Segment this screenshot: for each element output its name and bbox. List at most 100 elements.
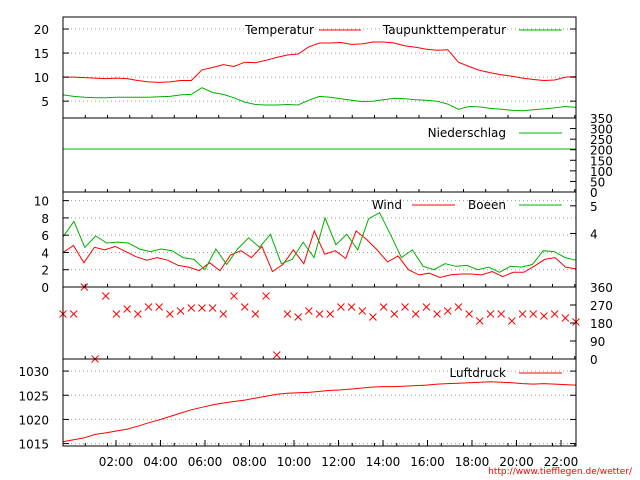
direction-point: [198, 304, 206, 312]
direction-point-stroke: [315, 310, 324, 318]
direction-point-stroke: [219, 310, 228, 318]
precipitation-tick-label: 100: [590, 165, 613, 179]
direction-point: [262, 292, 270, 300]
direction-tick-label: 270: [590, 299, 613, 313]
direction-point: [208, 304, 217, 312]
direction-point-stroke: [379, 303, 388, 311]
direction-point: [358, 307, 367, 315]
direction-point: [315, 310, 324, 318]
x-tick-label: 12:00: [321, 455, 356, 469]
temperature-legend-label: Temperatur: [244, 23, 314, 37]
direction-point: [69, 310, 78, 318]
pressure-series-0: [62, 381, 577, 443]
direction-point-stroke: [550, 310, 559, 318]
direction-point-stroke: [433, 310, 441, 318]
direction-point-stroke: [497, 310, 506, 318]
direction-point: [379, 303, 388, 311]
temperature-tick-label: 15: [34, 47, 49, 61]
direction-point: [112, 310, 121, 318]
direction-point-stroke: [133, 310, 142, 318]
direction-point-stroke: [304, 307, 313, 315]
dewpoint-legend-label: Taupunkttemperatur: [382, 23, 506, 37]
wind-tick-label: 4: [41, 246, 49, 260]
direction-point-stroke: [401, 303, 409, 311]
direction-point-stroke: [337, 303, 345, 311]
pressure-tick-label: 1025: [18, 389, 49, 403]
precipitation-tick-label: 350: [590, 112, 613, 126]
direction-point-stroke: [529, 310, 538, 318]
wind-legend-label: Wind: [372, 198, 402, 212]
wind-series-1: [62, 212, 577, 273]
direction-point: [155, 303, 164, 311]
precipitation-tick-label: 250: [590, 133, 613, 147]
direction-point-stroke: [486, 310, 495, 318]
direction-point-stroke: [326, 310, 335, 318]
direction-point-stroke: [347, 303, 356, 311]
direction-point: [283, 310, 292, 318]
wind-tick-label: 6: [41, 229, 49, 243]
wind-series-0: [62, 229, 577, 279]
direction-point-stroke: [176, 307, 185, 315]
wind-right-tick-label: 4: [590, 227, 598, 241]
footer-link[interactable]: http://www.tiefflegen.de/wetter/: [488, 467, 632, 477]
direction-point-stroke: [251, 310, 260, 318]
direction-point-stroke: [101, 292, 110, 300]
direction-point: [337, 303, 345, 311]
direction-point-stroke: [166, 310, 174, 318]
direction-point: [304, 307, 313, 315]
wind-tick-label: 8: [41, 212, 49, 226]
x-tick-label: 04:00: [143, 455, 178, 469]
precipitation-tick-label: 200: [590, 144, 613, 158]
precipitation-tick-label: 50: [590, 175, 605, 189]
direction-point: [561, 314, 570, 322]
direction-point-stroke: [465, 310, 473, 318]
direction-tick-label: 360: [590, 281, 613, 295]
direction-point: [272, 351, 281, 359]
precipitation-tick-label: 300: [590, 123, 613, 137]
direction-point-stroke: [540, 312, 548, 320]
direction-point-stroke: [369, 313, 377, 321]
direction-point-stroke: [187, 304, 196, 312]
direction-tick-label: 0: [590, 353, 598, 367]
direction-point-stroke: [411, 310, 420, 318]
x-tick-label: 20:00: [499, 455, 534, 469]
direction-point: [518, 310, 527, 318]
direction-point-stroke: [69, 310, 78, 318]
direction-point-stroke: [390, 310, 399, 318]
direction-point: [219, 310, 228, 318]
x-tick-label: 14:00: [366, 455, 401, 469]
pressure-legend-label: Luftdruck: [449, 366, 506, 380]
direction-point-stroke: [144, 303, 153, 311]
x-tick-label: 18:00: [455, 455, 490, 469]
direction-point: [369, 313, 377, 321]
wind-right-tick-label: 5: [590, 200, 598, 214]
direction-point-stroke: [112, 310, 121, 318]
direction-point-stroke: [230, 292, 238, 300]
direction-point: [101, 292, 110, 300]
direction-point: [550, 310, 559, 318]
direction-point: [529, 310, 538, 318]
temperature-series-0: [63, 41, 577, 83]
wind-tick-label: 0: [41, 281, 49, 295]
direction-point: [390, 310, 399, 318]
direction-point: [123, 305, 131, 313]
direction-point-stroke: [508, 317, 516, 325]
precipitation-legend-label: Niederschlag: [428, 126, 506, 140]
direction-point-stroke: [208, 304, 217, 312]
direction-point: [486, 310, 495, 318]
direction-point: [433, 310, 441, 318]
direction-point-stroke: [454, 303, 463, 311]
pressure-panel-frame: [62, 358, 577, 447]
pressure-tick-label: 1030: [18, 365, 49, 379]
x-tick-label: 02:00: [99, 455, 134, 469]
direction-point-stroke: [294, 313, 302, 321]
direction-point: [166, 310, 174, 318]
precipitation-tick-label: 0: [590, 186, 598, 200]
direction-point: [497, 310, 506, 318]
direction-point-stroke: [283, 310, 292, 318]
direction-point: [454, 303, 463, 311]
direction-point: [240, 303, 249, 311]
pressure-tick-label: 1020: [18, 413, 49, 427]
direction-point: [401, 303, 409, 311]
